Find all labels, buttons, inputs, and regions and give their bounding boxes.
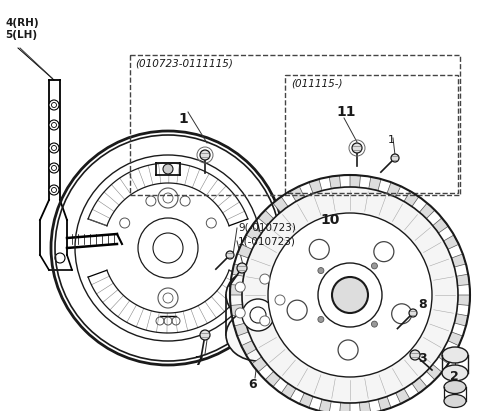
Polygon shape bbox=[378, 397, 391, 411]
Circle shape bbox=[51, 187, 57, 192]
Text: 11: 11 bbox=[336, 105, 356, 119]
Text: (010723-0111115): (010723-0111115) bbox=[135, 58, 233, 68]
Polygon shape bbox=[444, 235, 459, 249]
Polygon shape bbox=[329, 175, 341, 189]
Polygon shape bbox=[300, 393, 313, 408]
Circle shape bbox=[49, 185, 59, 195]
Polygon shape bbox=[232, 264, 246, 276]
Text: 1(-010723): 1(-010723) bbox=[238, 237, 296, 247]
Circle shape bbox=[318, 268, 324, 274]
Polygon shape bbox=[438, 349, 454, 364]
Polygon shape bbox=[454, 314, 468, 326]
Ellipse shape bbox=[442, 365, 468, 381]
Text: (011115-): (011115-) bbox=[291, 78, 343, 88]
Circle shape bbox=[51, 145, 57, 150]
Polygon shape bbox=[246, 226, 262, 241]
Polygon shape bbox=[339, 403, 350, 411]
Polygon shape bbox=[350, 175, 360, 187]
Circle shape bbox=[242, 187, 458, 403]
Circle shape bbox=[49, 143, 59, 153]
Polygon shape bbox=[420, 203, 435, 219]
Circle shape bbox=[235, 308, 245, 318]
Polygon shape bbox=[448, 332, 463, 346]
Circle shape bbox=[409, 309, 417, 317]
Text: 1: 1 bbox=[388, 135, 395, 145]
Circle shape bbox=[200, 150, 210, 160]
Polygon shape bbox=[281, 383, 296, 399]
Polygon shape bbox=[426, 365, 442, 380]
Circle shape bbox=[318, 263, 382, 327]
Polygon shape bbox=[319, 399, 331, 411]
Circle shape bbox=[260, 274, 270, 284]
Circle shape bbox=[200, 330, 210, 340]
Ellipse shape bbox=[444, 395, 466, 407]
Circle shape bbox=[163, 164, 173, 174]
Circle shape bbox=[242, 299, 274, 331]
Circle shape bbox=[235, 282, 245, 292]
Polygon shape bbox=[412, 378, 427, 393]
Polygon shape bbox=[360, 402, 371, 411]
Circle shape bbox=[392, 304, 412, 324]
Polygon shape bbox=[273, 197, 288, 212]
Polygon shape bbox=[237, 244, 252, 258]
Circle shape bbox=[268, 213, 432, 377]
Circle shape bbox=[309, 239, 329, 259]
Text: 6: 6 bbox=[248, 378, 257, 391]
Circle shape bbox=[372, 321, 377, 327]
Circle shape bbox=[318, 316, 324, 322]
Text: 10: 10 bbox=[320, 213, 339, 227]
Polygon shape bbox=[433, 218, 448, 233]
Circle shape bbox=[410, 350, 420, 360]
Ellipse shape bbox=[226, 269, 290, 321]
Circle shape bbox=[374, 242, 394, 262]
Circle shape bbox=[49, 163, 59, 173]
Circle shape bbox=[275, 295, 285, 305]
Text: 1: 1 bbox=[178, 112, 188, 126]
Polygon shape bbox=[258, 210, 274, 226]
Circle shape bbox=[391, 154, 399, 162]
Circle shape bbox=[250, 307, 266, 323]
Polygon shape bbox=[234, 323, 249, 336]
Polygon shape bbox=[290, 186, 304, 201]
Circle shape bbox=[51, 166, 57, 171]
Circle shape bbox=[287, 300, 307, 320]
Polygon shape bbox=[369, 177, 381, 191]
Circle shape bbox=[51, 102, 57, 108]
Polygon shape bbox=[456, 274, 469, 286]
Circle shape bbox=[372, 263, 377, 269]
Circle shape bbox=[332, 277, 368, 313]
Ellipse shape bbox=[444, 381, 466, 393]
Circle shape bbox=[338, 340, 358, 360]
Circle shape bbox=[226, 251, 234, 259]
Circle shape bbox=[260, 316, 270, 326]
Text: 7: 7 bbox=[194, 355, 203, 368]
Circle shape bbox=[51, 122, 57, 127]
Polygon shape bbox=[265, 372, 281, 387]
Ellipse shape bbox=[226, 309, 290, 361]
Polygon shape bbox=[396, 388, 410, 404]
Text: 4(RH)
5(LH): 4(RH) 5(LH) bbox=[5, 18, 38, 39]
Ellipse shape bbox=[442, 347, 468, 363]
Text: 2: 2 bbox=[450, 370, 459, 383]
Polygon shape bbox=[404, 191, 419, 207]
Polygon shape bbox=[230, 305, 244, 316]
Polygon shape bbox=[452, 254, 466, 267]
Circle shape bbox=[237, 263, 247, 273]
Circle shape bbox=[49, 100, 59, 110]
Polygon shape bbox=[252, 357, 267, 372]
Polygon shape bbox=[241, 341, 256, 355]
Circle shape bbox=[55, 253, 65, 263]
Circle shape bbox=[49, 120, 59, 130]
Polygon shape bbox=[230, 284, 242, 295]
Text: 3: 3 bbox=[418, 352, 427, 365]
Text: 8: 8 bbox=[418, 298, 427, 311]
Circle shape bbox=[352, 143, 362, 153]
Polygon shape bbox=[457, 295, 470, 305]
Text: 9(-010723): 9(-010723) bbox=[238, 223, 296, 233]
Polygon shape bbox=[387, 182, 401, 197]
Polygon shape bbox=[309, 179, 322, 194]
